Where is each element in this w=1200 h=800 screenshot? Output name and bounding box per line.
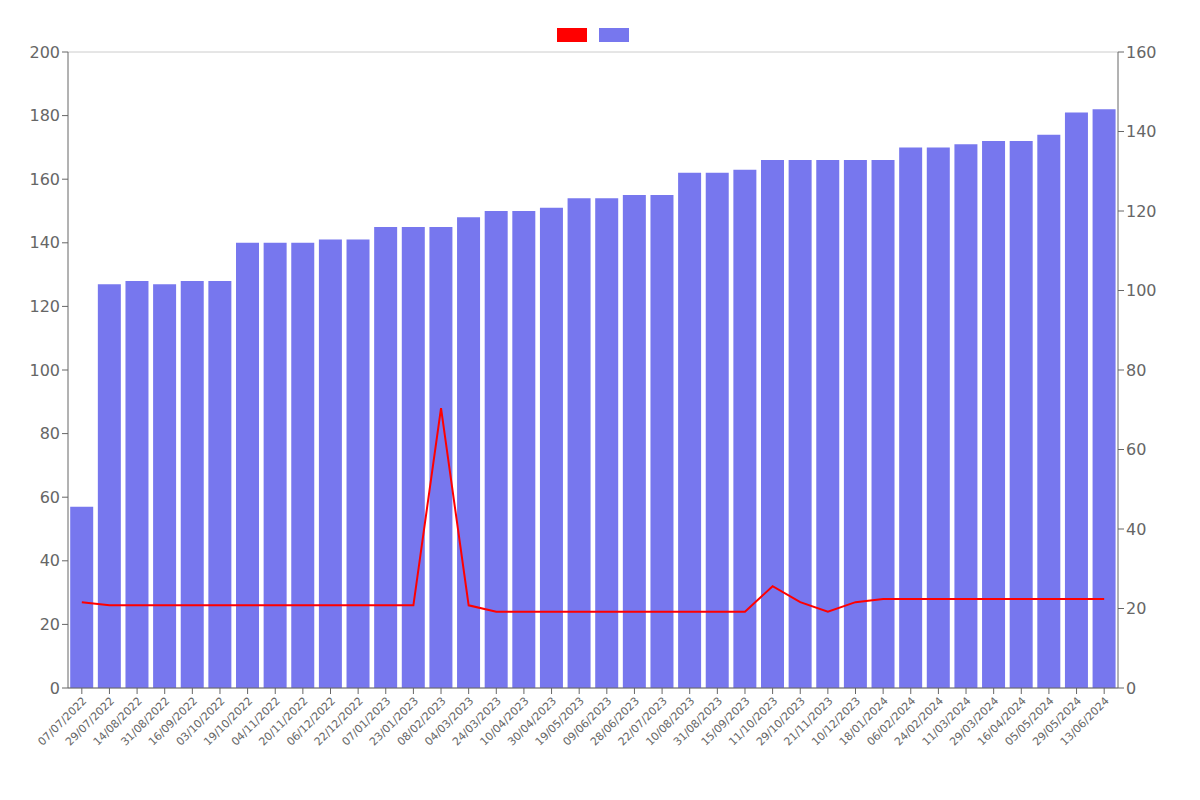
svg-text:19/05/2023: 19/05/2023 [532,694,587,749]
svg-text:11/10/2023: 11/10/2023 [726,694,781,749]
svg-text:140: 140 [29,233,60,252]
svg-text:06/12/2022: 06/12/2022 [284,694,339,749]
svg-text:200: 200 [29,43,60,62]
svg-text:60: 60 [1126,440,1146,459]
svg-text:04/11/2022: 04/11/2022 [228,694,283,749]
svg-text:80: 80 [1126,361,1146,380]
svg-text:14/08/2022: 14/08/2022 [90,694,145,749]
svg-text:08/02/2023: 08/02/2023 [394,694,449,749]
svg-text:22/07/2023: 22/07/2023 [615,694,670,749]
svg-text:15/09/2023: 15/09/2023 [698,694,753,749]
svg-text:100: 100 [29,361,60,380]
svg-text:29/05/2024: 29/05/2024 [1030,694,1085,749]
svg-text:80: 80 [40,424,60,443]
svg-text:160: 160 [1126,43,1157,62]
svg-text:29/03/2024: 29/03/2024 [947,694,1002,749]
svg-text:24/02/2024: 24/02/2024 [892,694,946,749]
svg-text:40: 40 [40,551,60,570]
svg-text:10/08/2023: 10/08/2023 [643,694,698,749]
svg-text:31/08/2022: 31/08/2022 [118,694,173,749]
svg-text:60: 60 [40,488,60,507]
svg-text:07/01/2023: 07/01/2023 [339,694,394,749]
svg-text:10/12/2023: 10/12/2023 [809,694,864,749]
svg-text:06/02/2024: 06/02/2024 [864,694,919,749]
svg-text:28/06/2023: 28/06/2023 [588,694,643,749]
svg-text:160: 160 [29,170,60,189]
svg-text:140: 140 [1126,122,1157,141]
svg-text:0: 0 [1126,679,1136,698]
svg-text:24/03/2023: 24/03/2023 [449,694,504,749]
svg-text:13/06/2024: 13/06/2024 [1058,694,1112,748]
svg-text:18/01/2024: 18/01/2024 [836,694,891,749]
svg-text:29/10/2023: 29/10/2023 [753,694,808,749]
svg-text:19/10/2022: 19/10/2022 [201,694,256,749]
svg-text:120: 120 [29,297,60,316]
svg-text:23/01/2023: 23/01/2023 [367,694,421,749]
svg-text:20/11/2022: 20/11/2022 [256,694,311,749]
svg-text:20: 20 [40,615,60,634]
svg-text:03/10/2022: 03/10/2022 [173,694,228,749]
svg-text:0: 0 [50,679,60,698]
svg-text:16/09/2022: 16/09/2022 [146,694,200,749]
svg-text:09/06/2023: 09/06/2023 [560,694,615,749]
svg-text:05/05/2024: 05/05/2024 [1002,694,1057,749]
svg-text:40: 40 [1126,520,1146,539]
svg-text:21/11/2023: 21/11/2023 [781,694,836,749]
svg-text:29/07/2022: 29/07/2022 [63,694,118,749]
svg-text:180: 180 [29,106,60,125]
svg-text:31/08/2023: 31/08/2023 [671,694,725,749]
svg-text:16/04/2024: 16/04/2024 [974,694,1029,749]
svg-text:100: 100 [1126,281,1157,300]
svg-text:120: 120 [1126,202,1157,221]
svg-text:11/03/2024: 11/03/2024 [919,694,974,749]
svg-text:30/04/2023: 30/04/2023 [505,694,560,749]
svg-text:22/12/2022: 22/12/2022 [311,694,366,749]
svg-text:07/07/2022: 07/07/2022 [35,694,90,749]
svg-text:10/04/2023: 10/04/2023 [477,694,532,749]
svg-text:04/03/2023: 04/03/2023 [422,694,477,749]
svg-text:20: 20 [1126,599,1146,618]
